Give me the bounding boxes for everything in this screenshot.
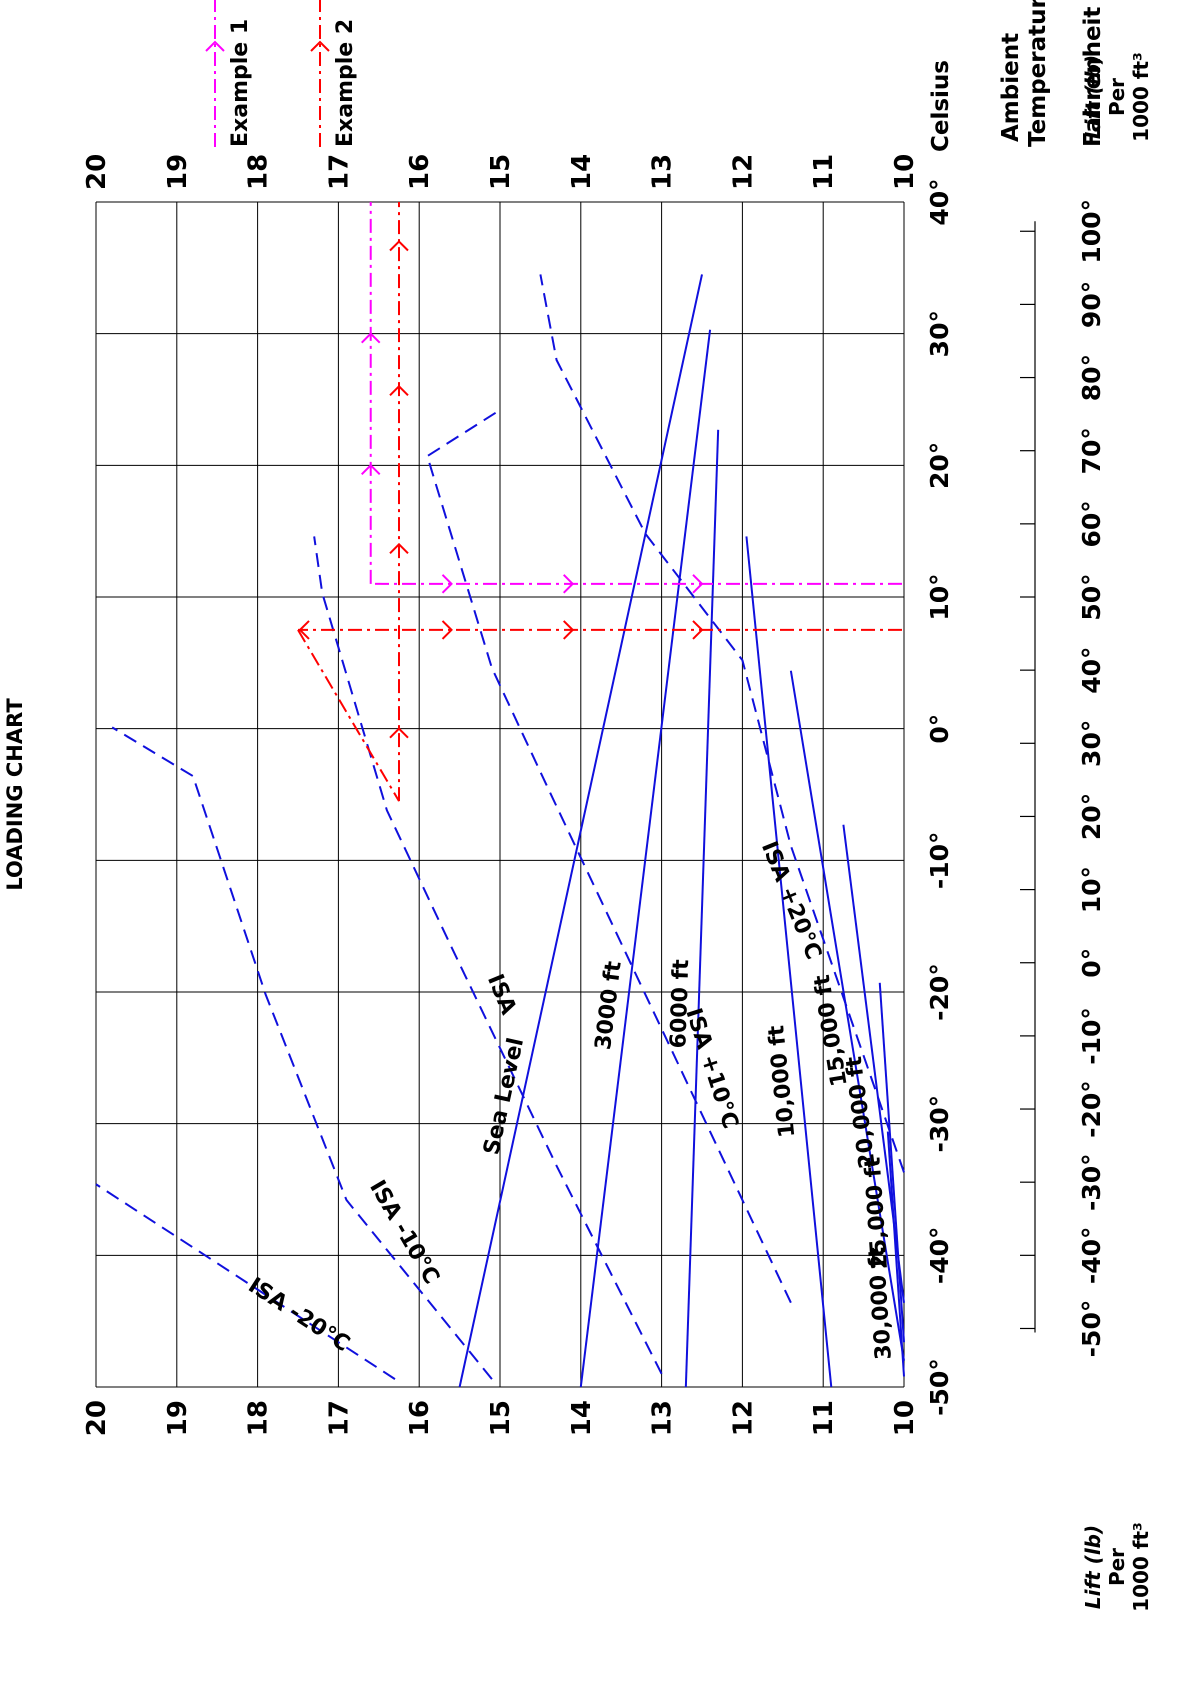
ambient-label: Ambient (998, 33, 1024, 142)
fahrenheit-tick-label: -20° (1077, 1080, 1106, 1138)
isa-label-2: ISA (482, 971, 521, 1019)
altitude-line-3 (746, 536, 831, 1387)
celsius-tick-label: -40° (925, 1226, 954, 1284)
fahrenheit-tick-label: 10° (1077, 866, 1106, 913)
celsius-tick-label: 20° (925, 442, 954, 489)
isa-label-3: ISA +10°C (680, 1005, 742, 1132)
y-tick-label-left: 17 (324, 1400, 354, 1436)
y-tick-label-left: 10 (890, 1400, 920, 1436)
altitude-label-0: Sea Level (479, 1036, 529, 1158)
altitude-line-2 (686, 430, 718, 1387)
isa-line-0 (96, 1184, 395, 1379)
y-tick-label-left: 18 (244, 1400, 274, 1436)
example-arrow (693, 621, 702, 639)
y-tick-label-right: 16 (405, 154, 435, 190)
celsius-axis-label: Celsius (928, 60, 954, 152)
y-tick-label-right: 14 (567, 154, 597, 190)
example-arrow (443, 575, 452, 593)
isa-label-4: ISA +20°C (756, 838, 826, 963)
fahrenheit-tick-label: 50° (1077, 573, 1106, 620)
lift-axis-label-per: Per (1105, 1548, 1129, 1586)
y-tick-label-left: 13 (648, 1400, 678, 1436)
altitude-label-3: 10,000 ft (764, 1024, 800, 1139)
chart-title: LOADING CHART (3, 698, 27, 891)
example-arrow (693, 575, 702, 593)
isa-line-3 (427, 410, 791, 1303)
y-tick-label-left: 11 (809, 1400, 839, 1436)
lift-axis-label-unit: 1000 ft³ (1129, 1522, 1153, 1612)
fahrenheit-tick-label: 80° (1077, 354, 1106, 401)
temperature-label: Temperature (1025, 0, 1051, 147)
fahrenheit-tick-label: -40° (1077, 1226, 1106, 1284)
y-tick-label-right: 12 (728, 154, 758, 190)
y-tick-label-right: 13 (648, 154, 678, 190)
lift-axis-label: Lift (lb) (1081, 1525, 1105, 1609)
celsius-tick-label: -30° (925, 1095, 954, 1153)
fahrenheit-tick-label: 30° (1077, 720, 1106, 767)
y-tick-label-left: 14 (567, 1400, 597, 1436)
fahrenheit-tick-label: 90° (1077, 281, 1106, 328)
fahrenheit-tick-label: 100° (1077, 199, 1106, 264)
y-tick-label-left: 19 (163, 1400, 193, 1436)
fahrenheit-tick-label: -10° (1077, 1007, 1106, 1065)
y-tick-label-right: 19 (163, 154, 193, 190)
legend-label-2: Example 2 (333, 19, 358, 147)
legend-label-1: Example 1 (228, 19, 253, 147)
y-tick-label-right: 11 (809, 154, 839, 190)
example-arrow (443, 621, 452, 639)
fahrenheit-tick-label: -30° (1077, 1153, 1106, 1211)
isa-label-0: ISA -20°C (244, 1273, 355, 1357)
fahrenheit-tick-label: -50° (1077, 1300, 1106, 1358)
y-tick-label-right: 17 (324, 154, 354, 190)
fahrenheit-tick-label: 60° (1077, 500, 1106, 547)
lift-axis-label-per: Per (1105, 78, 1129, 116)
celsius-tick-label: 40° (925, 178, 954, 225)
celsius-tick-label: 30° (925, 310, 954, 357)
lift-axis-label: Lift (lb) (1081, 55, 1105, 139)
celsius-tick-label: -10° (925, 831, 954, 889)
celsius-tick-label: -20° (925, 963, 954, 1021)
fahrenheit-tick-label: 40° (1077, 646, 1106, 693)
lift-axis-label-unit: 1000 ft³ (1129, 52, 1153, 142)
example-2-diagonal (298, 630, 399, 801)
y-tick-label-right: 15 (486, 154, 516, 190)
y-tick-label-left: 12 (728, 1400, 758, 1436)
y-tick-label-left: 15 (486, 1400, 516, 1436)
isa-line-2 (314, 536, 661, 1373)
fahrenheit-tick-label: 70° (1077, 427, 1106, 474)
fahrenheit-tick-label: 20° (1077, 793, 1106, 840)
y-tick-label-right: 18 (244, 154, 274, 190)
y-tick-label-left: 20 (82, 1400, 112, 1436)
y-tick-label-right: 10 (890, 154, 920, 190)
celsius-tick-label: 0° (925, 714, 954, 744)
isa-line-1 (112, 727, 492, 1379)
celsius-tick-label: 10° (925, 573, 954, 620)
celsius-tick-label: -50° (925, 1358, 954, 1416)
fahrenheit-tick-label: 0° (1077, 948, 1106, 978)
y-tick-label-right: 20 (82, 154, 112, 190)
y-tick-label-left: 16 (405, 1400, 435, 1436)
altitude-label-1: 3000 ft (591, 959, 627, 1051)
